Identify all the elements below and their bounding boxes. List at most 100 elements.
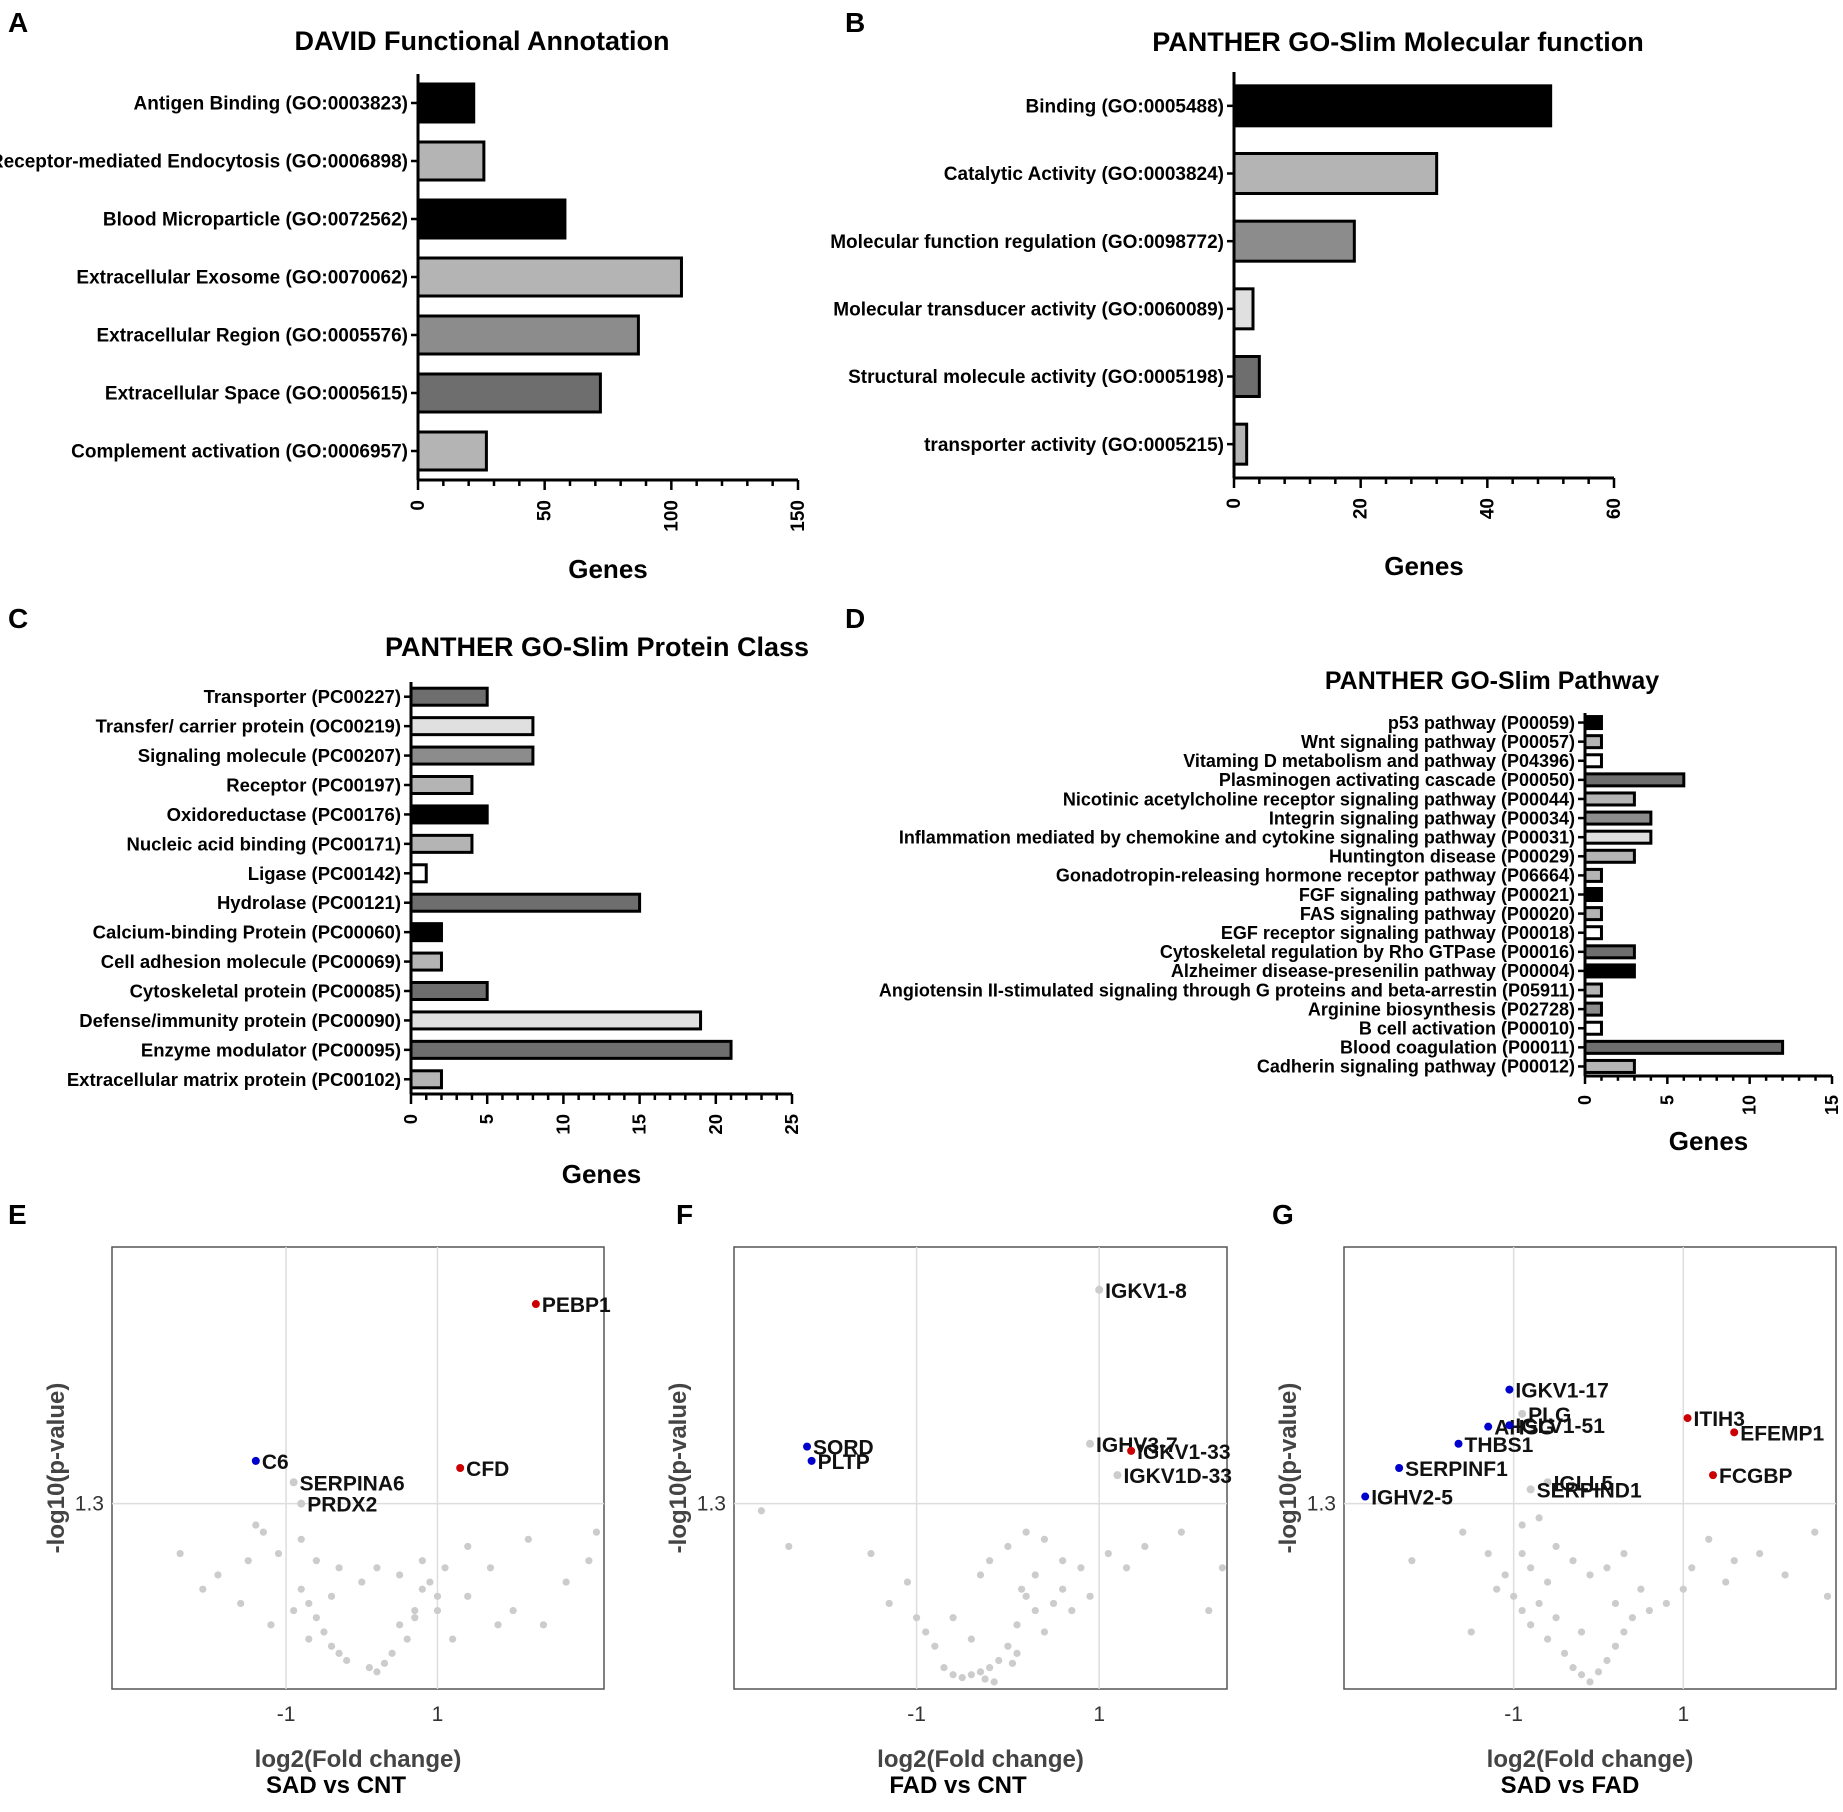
x-tick-label: 15 xyxy=(629,1114,650,1135)
bar xyxy=(1583,1058,1636,1074)
x-tick-label: -1 xyxy=(907,1703,926,1726)
data-point xyxy=(1756,1549,1764,1558)
data-point xyxy=(1722,1578,1730,1586)
data-point xyxy=(418,1585,426,1593)
data-point xyxy=(912,1614,921,1622)
x-tick-label: 0 xyxy=(400,1114,421,1124)
x-tick-label: -1 xyxy=(277,1703,296,1726)
data-point xyxy=(1811,1528,1819,1536)
x-tick-label: 1 xyxy=(1677,1703,1689,1726)
highlighted-point xyxy=(1730,1428,1739,1437)
data-point xyxy=(358,1578,366,1586)
category-label: Integrin signaling pathway (P00034) xyxy=(1269,808,1575,828)
data-point xyxy=(426,1578,434,1586)
data-point xyxy=(411,1614,419,1622)
data-point xyxy=(990,1678,998,1686)
data-point xyxy=(1013,1649,1021,1657)
chart-title: PANTHER GO-Slim Pathway xyxy=(1325,667,1659,695)
data-point xyxy=(524,1535,532,1543)
data-point xyxy=(1662,1599,1670,1608)
data-point xyxy=(1535,1514,1543,1522)
data-point xyxy=(976,1668,985,1676)
point-label: IGKV1D-33 xyxy=(1123,1465,1232,1488)
x-tick-label: 25 xyxy=(781,1114,802,1135)
x-tick-label: 0 xyxy=(1224,498,1245,509)
data-point xyxy=(1484,1549,1492,1558)
highlighted-point xyxy=(807,1456,816,1465)
data-point xyxy=(1008,1659,1017,1667)
chart-title: DAVID Functional Annotation xyxy=(295,26,670,56)
category-label: Nicotinic acetylcholine receptor signali… xyxy=(1063,789,1575,809)
data-point xyxy=(380,1659,389,1667)
data-point xyxy=(335,1564,343,1572)
data-point xyxy=(343,1656,351,1665)
data-point xyxy=(1059,1557,1067,1565)
x-tick-label: 5 xyxy=(476,1114,497,1124)
data-point xyxy=(411,1606,419,1615)
highlighted-point xyxy=(289,1478,298,1487)
bar xyxy=(409,804,489,825)
bar xyxy=(1232,219,1356,263)
data-point xyxy=(396,1621,404,1629)
bar xyxy=(409,1069,443,1090)
point-label: PLTP xyxy=(818,1451,870,1474)
data-point xyxy=(1141,1542,1149,1551)
data-point xyxy=(433,1592,442,1600)
comparison-subtitle: FAD vs CNT xyxy=(889,1772,1027,1799)
y-tick-label: 1.3 xyxy=(697,1493,726,1516)
bar xyxy=(1583,829,1653,845)
data-point xyxy=(1004,1542,1012,1551)
data-point xyxy=(931,1642,939,1650)
x-tick-label: 60 xyxy=(1604,498,1625,519)
bar xyxy=(1583,1020,1603,1036)
x-tick-label: 10 xyxy=(552,1114,573,1135)
bar xyxy=(416,256,683,298)
data-point xyxy=(1518,1521,1526,1529)
comparison-subtitle: SAD vs FAD xyxy=(1501,1772,1640,1799)
data-point xyxy=(449,1635,457,1643)
category-label: EGF receptor signaling pathway (P00018) xyxy=(1221,923,1575,943)
highlighted-point xyxy=(1484,1422,1493,1431)
data-point xyxy=(1527,1564,1535,1572)
category-label: Gonadotropin-releasing hormone receptor … xyxy=(1056,866,1575,886)
bar xyxy=(1583,1039,1785,1055)
point-label: IGLV1-51 xyxy=(1515,1415,1605,1438)
data-point xyxy=(1611,1599,1620,1608)
data-point xyxy=(1218,1564,1227,1572)
category-label: p53 pathway (P00059) xyxy=(1388,713,1575,733)
data-point xyxy=(1013,1621,1021,1629)
bar xyxy=(1232,152,1439,195)
point-label: C6 xyxy=(262,1451,289,1474)
highlighted-point xyxy=(1095,1285,1104,1294)
data-point xyxy=(1467,1628,1475,1636)
x-tick-label: 40 xyxy=(1477,498,1498,519)
data-point xyxy=(373,1564,381,1572)
data-point xyxy=(1459,1528,1467,1536)
bar xyxy=(409,922,443,943)
x-axis-label: Genes xyxy=(1669,1126,1749,1156)
bar xyxy=(1583,944,1636,960)
category-label: Signaling molecule (PC00207) xyxy=(138,745,401,766)
category-label: Extracellular Exosome (GO:0070062) xyxy=(76,268,408,289)
category-label: Hydrolase (PC00121) xyxy=(217,892,401,913)
category-label: Cadherin signaling pathway (P00012) xyxy=(1257,1057,1575,1077)
data-point xyxy=(976,1571,985,1579)
bar-chart-b: PANTHER GO-Slim Molecular function 0 20 40 6… xyxy=(830,27,1644,581)
plot-frame xyxy=(1343,1246,1837,1690)
highlighted-point xyxy=(297,1499,306,1508)
chart-title: PANTHER GO-Slim Protein Class xyxy=(385,632,809,662)
data-point xyxy=(592,1528,601,1536)
category-label: Plasminogen activating cascade (P00050) xyxy=(1219,770,1575,790)
data-point xyxy=(1586,1678,1594,1686)
data-point xyxy=(312,1614,320,1622)
point-label: IGKV1-17 xyxy=(1515,1380,1608,1403)
x-axis-label: Genes xyxy=(568,554,648,584)
category-label: transporter activity (GO:0005215) xyxy=(924,435,1224,456)
x-tick-label: 1 xyxy=(432,1703,444,1726)
point-label: SORD xyxy=(813,1437,874,1460)
point-label: SERPINA6 xyxy=(300,1472,405,1495)
category-label: Inflammation mediated by chemokine and c… xyxy=(899,827,1575,847)
